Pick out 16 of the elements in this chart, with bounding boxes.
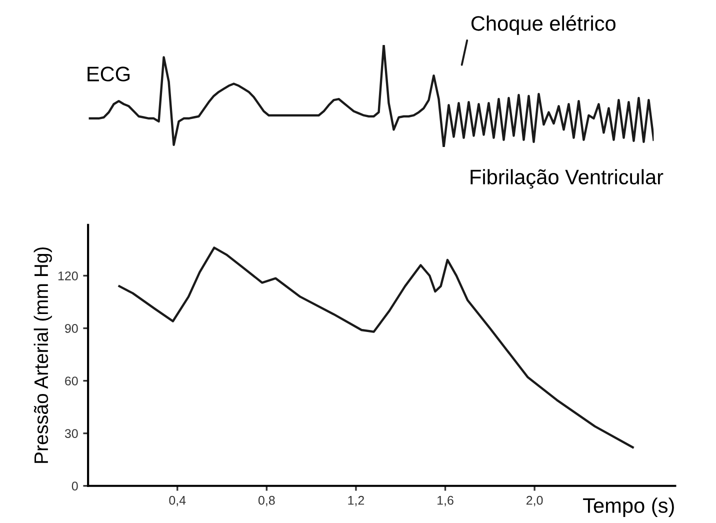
text: Choque elétrico: [471, 15, 616, 35]
line-series: [118, 246, 634, 448]
y-axis-title: Pressão Arterial (mm Hg): [34, 247, 52, 463]
y-tick-label: 120: [58, 271, 78, 280]
text: Fibrilação Ventricular: [470, 169, 664, 189]
y-tick-label: 90: [65, 324, 78, 333]
y-tick-label: 30: [64, 429, 78, 438]
annotation: ECG: [88, 66, 130, 82]
x-tick-label: 1,2: [348, 496, 364, 506]
x-tick-label: 0,4: [169, 496, 186, 506]
y-tick-label: 60: [65, 376, 78, 386]
x-tick-label: 2,0: [526, 496, 543, 506]
x-tick-label: 0,8: [258, 496, 275, 506]
y-tick-label: 0: [72, 482, 78, 491]
x-tick-label: 1,6: [438, 496, 454, 506]
x-axis-title: Tempo (s): [583, 498, 674, 518]
